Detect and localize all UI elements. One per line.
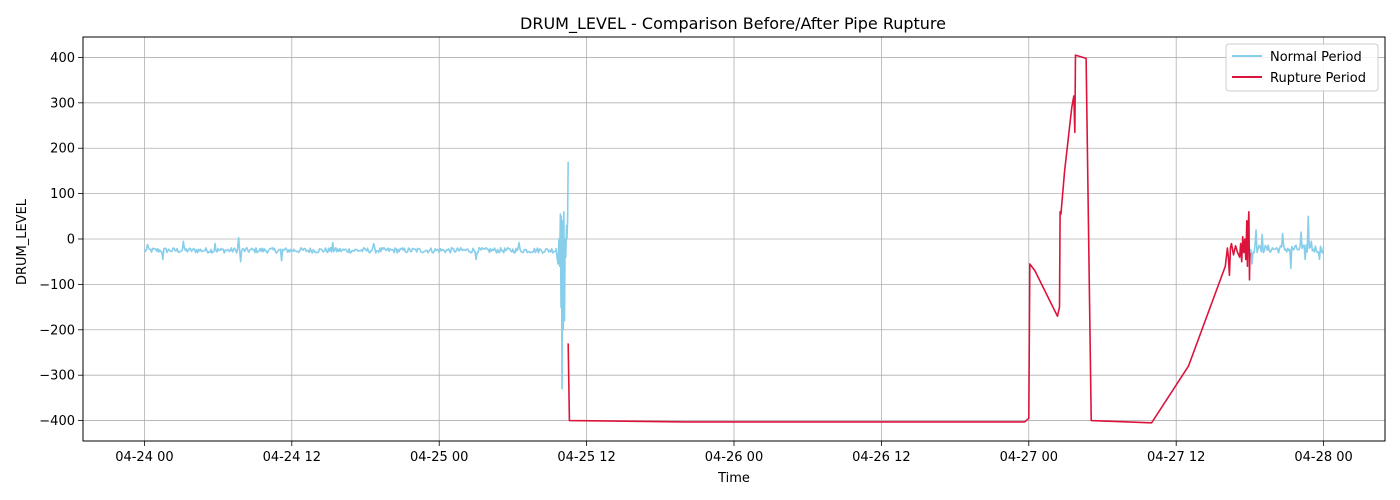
legend-box	[1225, 43, 1379, 92]
x-tick-label: 04-25 12	[557, 450, 615, 465]
x-tick-label: 04-26 00	[705, 450, 763, 465]
y-tick-label: −300	[39, 369, 75, 384]
y-tick-label: 400	[50, 51, 75, 66]
x-tick-label: 04-24 12	[263, 450, 321, 465]
x-axis-title: Time	[717, 471, 750, 486]
y-tick-label: 100	[50, 187, 75, 202]
x-tick-label: 04-25 00	[410, 450, 468, 465]
x-tick-label: 04-26 12	[852, 450, 910, 465]
y-tick-label: 200	[50, 142, 75, 157]
x-tick-label: 04-27 00	[1000, 450, 1058, 465]
x-tick-label: 04-27 12	[1147, 450, 1205, 465]
x-tick-label: 04-28 00	[1294, 450, 1352, 465]
y-tick-label: −400	[39, 414, 75, 429]
series-line-rupture-period	[567, 54, 1251, 424]
legend: Normal Period Rupture Period	[1225, 43, 1379, 92]
y-tick-label: −100	[39, 278, 75, 293]
y-axis-title: DRUM_LEVEL	[15, 198, 30, 285]
x-tick-label: 04-24 00	[115, 450, 173, 465]
series-line-normal-period	[555, 161, 569, 390]
legend-label-normal-period: Normal Period	[1270, 50, 1362, 65]
axis-ticks: 04-24 00 04-24 12 04-25 00 04-25 12 04-26 00…	[39, 51, 1353, 465]
y-tick-label: 300	[50, 96, 75, 111]
series-area	[143, 54, 1325, 424]
y-tick-label: −200	[39, 323, 75, 338]
y-tick-label: 0	[67, 233, 75, 248]
grid	[83, 37, 1385, 441]
chart-title: DRUM_LEVEL - Comparison Before/After Pip…	[520, 14, 946, 34]
legend-label-rupture-period: Rupture Period	[1270, 71, 1366, 86]
series-line-normal-period	[1249, 215, 1325, 270]
series-line-normal-period	[143, 236, 557, 263]
